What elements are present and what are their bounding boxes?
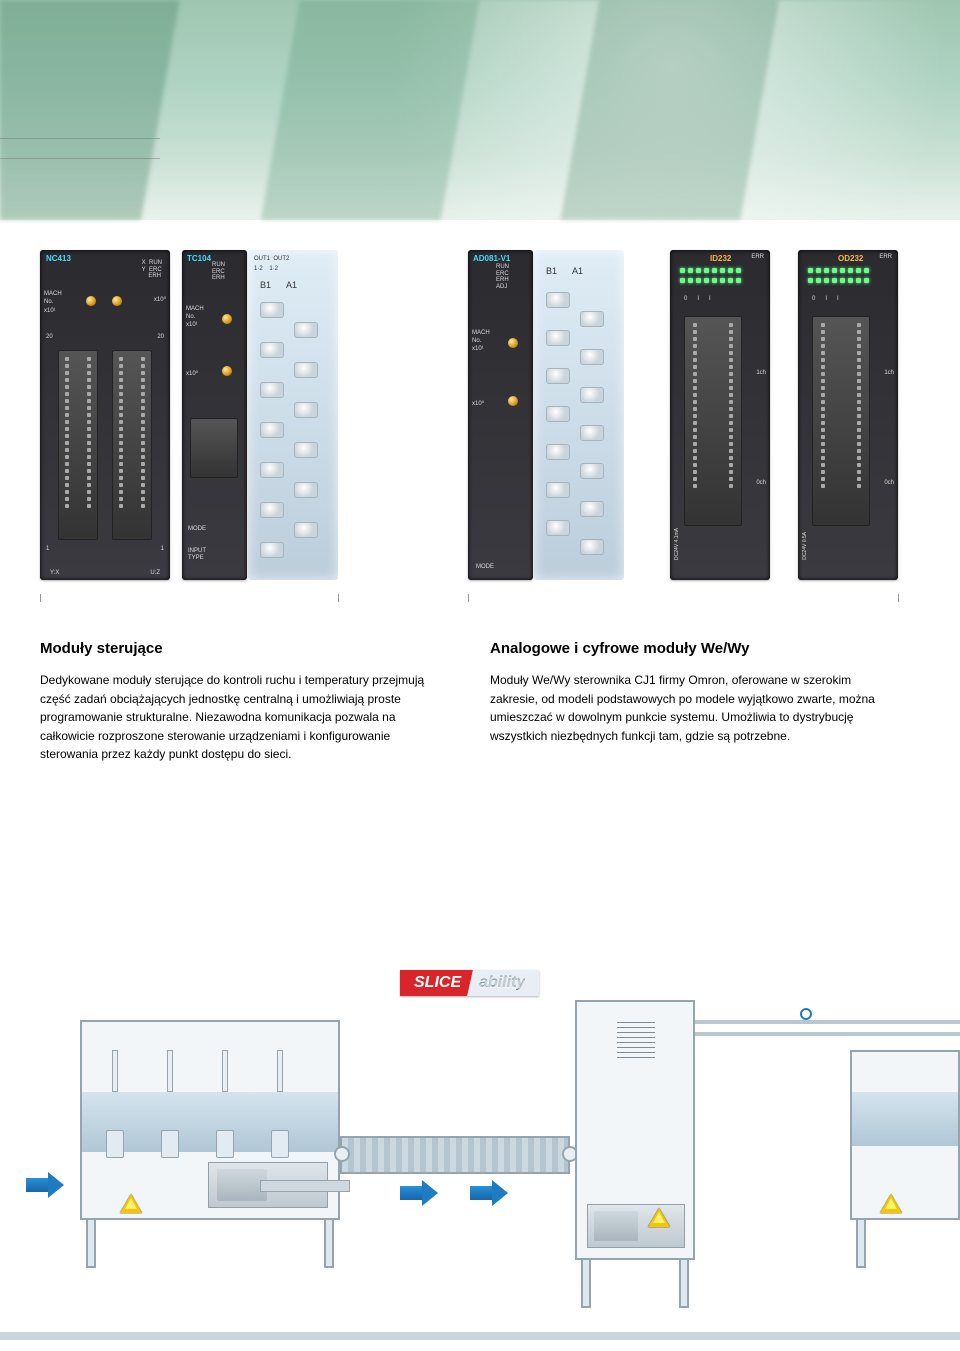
status-leds: X RUNY ERC ERH — [142, 260, 162, 280]
range-tick — [40, 594, 41, 602]
bottom-label: MODE — [188, 526, 206, 532]
connector: for(let i=0;i<24;i++)document.write('<di… — [812, 316, 870, 526]
dip-switch — [190, 418, 238, 478]
bottom-label: INPUTTYPE — [188, 548, 206, 562]
range-tick — [898, 594, 899, 602]
header-label: B1 A1 — [546, 266, 583, 276]
plc-module-ad081-dark: AD081-V1 RUNERCERHADJ MACHNo.x10¹ x10⁰ M… — [468, 250, 533, 580]
plc-module-id232: ID232 ERR for(let i=0;i<8;i++)document.w… — [670, 250, 770, 580]
warning-icon — [120, 1194, 142, 1213]
num-label: 1 — [46, 546, 49, 552]
rotary-knob — [112, 296, 122, 306]
badge-left: SLICE — [400, 970, 473, 996]
plc-module-ad081-terminals: B1 A1 for(let i=0;i<14;i++)document.writ… — [534, 250, 624, 580]
num-label: 20 — [46, 334, 53, 340]
plc-modules-row: NC413 X RUNY ERC ERH MACHNo.x10¹ x10⁰ 20… — [0, 250, 960, 590]
connector: for(let i=0;i<22;i++)document.write('<di… — [112, 350, 152, 540]
led-bank: for(let i=0;i<8;i++)document.write('<spa… — [808, 268, 869, 273]
column-title: Analogowe i cyfrowe moduły We/Wy — [490, 640, 880, 657]
led-bank: for(let i=0;i<8;i++)document.write('<spa… — [680, 268, 741, 273]
machine-right — [850, 1050, 960, 1220]
num-label: 1 — [161, 546, 164, 552]
led-bank: for(let i=0;i<8;i++)document.write('<spa… — [808, 278, 869, 283]
warning-icon — [648, 1208, 670, 1227]
process-diagram: SLICE ability for(let i=0;i<4;i++)docume… — [0, 960, 960, 1340]
header-label: OUT1 OUT2 — [254, 256, 289, 262]
header-label: B1 A1 — [260, 280, 297, 290]
chan-label: 1ch — [884, 370, 894, 376]
conveyor — [340, 1136, 570, 1174]
module-label: AD081-V1 — [473, 254, 510, 263]
bottom-label: MODE — [476, 564, 494, 570]
beacon-icon — [800, 1008, 812, 1020]
connector: for(let i=0;i<24;i++)document.write('<di… — [684, 316, 742, 526]
spec-label: DC24V 0.5A — [802, 532, 808, 560]
side-label: MACHNo.x10¹ — [186, 306, 204, 329]
chan-label: 0ch — [756, 480, 766, 486]
side-label: MACHNo.x10¹ — [44, 290, 62, 315]
rotary-knob — [222, 366, 232, 376]
flow-arrow — [470, 1180, 508, 1206]
column-body: Dedykowane moduły sterujące do kontroli … — [40, 671, 430, 764]
side-label: x10⁰ — [154, 296, 166, 303]
divider-line — [0, 158, 160, 159]
rotary-knob — [222, 314, 232, 324]
chan-label: 0ch — [884, 480, 894, 486]
led-bank: for(let i=0;i<8;i++)document.write('<spa… — [680, 278, 741, 283]
status-label: ERR — [751, 254, 764, 260]
module-label: TC104 — [187, 254, 211, 263]
rotary-knob — [508, 338, 518, 348]
rotary-knob — [508, 396, 518, 406]
tray — [260, 1180, 350, 1192]
connector: for(let i=0;i<22;i++)document.write('<di… — [58, 350, 98, 540]
header-label: 1·2 1·2 — [254, 266, 278, 272]
status-leds: RUNERCERH — [212, 262, 225, 282]
hero-banner — [0, 0, 960, 220]
side-label: 0 I I — [684, 296, 711, 302]
warning-icon — [880, 1194, 902, 1213]
floor-line — [0, 1332, 960, 1340]
module-label: ID232 — [710, 254, 731, 263]
plc-module-tc104-terminals: OUT1 OUT2 1·2 1·2 B1 A1 for(let i=0;i<13… — [248, 250, 338, 580]
column-body: Moduły We/Wy sterownika CJ1 firmy Omron,… — [490, 671, 880, 745]
range-tick — [468, 594, 469, 602]
flow-arrow — [400, 1180, 438, 1206]
plc-module-tc104-dark: TC104 RUNERCERH MACHNo.x10¹ x10⁰ MODE IN… — [182, 250, 247, 580]
conveyor-roller — [334, 1146, 350, 1162]
side-label: 0 I I — [812, 296, 839, 302]
slice-ability-badge: SLICE ability — [400, 970, 539, 996]
plc-module-od232: OD232 ERR for(let i=0;i<8;i++)document.w… — [798, 250, 898, 580]
tower-marks — [617, 1022, 655, 1058]
plc-cabinet — [587, 1204, 685, 1248]
bottom-label: U:Z — [150, 570, 160, 576]
overhead-pipe — [695, 1020, 960, 1024]
side-label: x10⁰ — [186, 370, 198, 377]
rotary-knob — [86, 296, 96, 306]
machine-tower — [575, 1000, 695, 1260]
side-label: x10⁰ — [472, 400, 484, 407]
flow-arrow — [26, 1172, 64, 1198]
chan-label: 1ch — [756, 370, 766, 376]
num-label: 20 — [157, 334, 164, 340]
bottom-label: Y:X — [50, 570, 59, 576]
side-label: MACHNo.x10¹ — [472, 330, 490, 353]
spec-label: DC24V 4.1mA — [674, 528, 680, 560]
column-left: Moduły sterujące Dedykowane moduły steru… — [40, 640, 430, 764]
status-label: ERR — [879, 254, 892, 260]
badge-right: ability — [467, 970, 539, 996]
divider-line — [0, 138, 160, 139]
range-tick — [338, 594, 339, 602]
status-leds: RUNERCERHADJ — [496, 264, 509, 290]
module-label: NC413 — [46, 254, 71, 263]
module-label: OD232 — [838, 254, 863, 263]
hero-overlay — [0, 0, 960, 220]
overhead-pipe — [695, 1032, 960, 1036]
column-title: Moduły sterujące — [40, 640, 430, 657]
column-right: Analogowe i cyfrowe moduły We/Wy Moduły … — [490, 640, 880, 745]
plc-module-nc413: NC413 X RUNY ERC ERH MACHNo.x10¹ x10⁰ 20… — [40, 250, 170, 580]
